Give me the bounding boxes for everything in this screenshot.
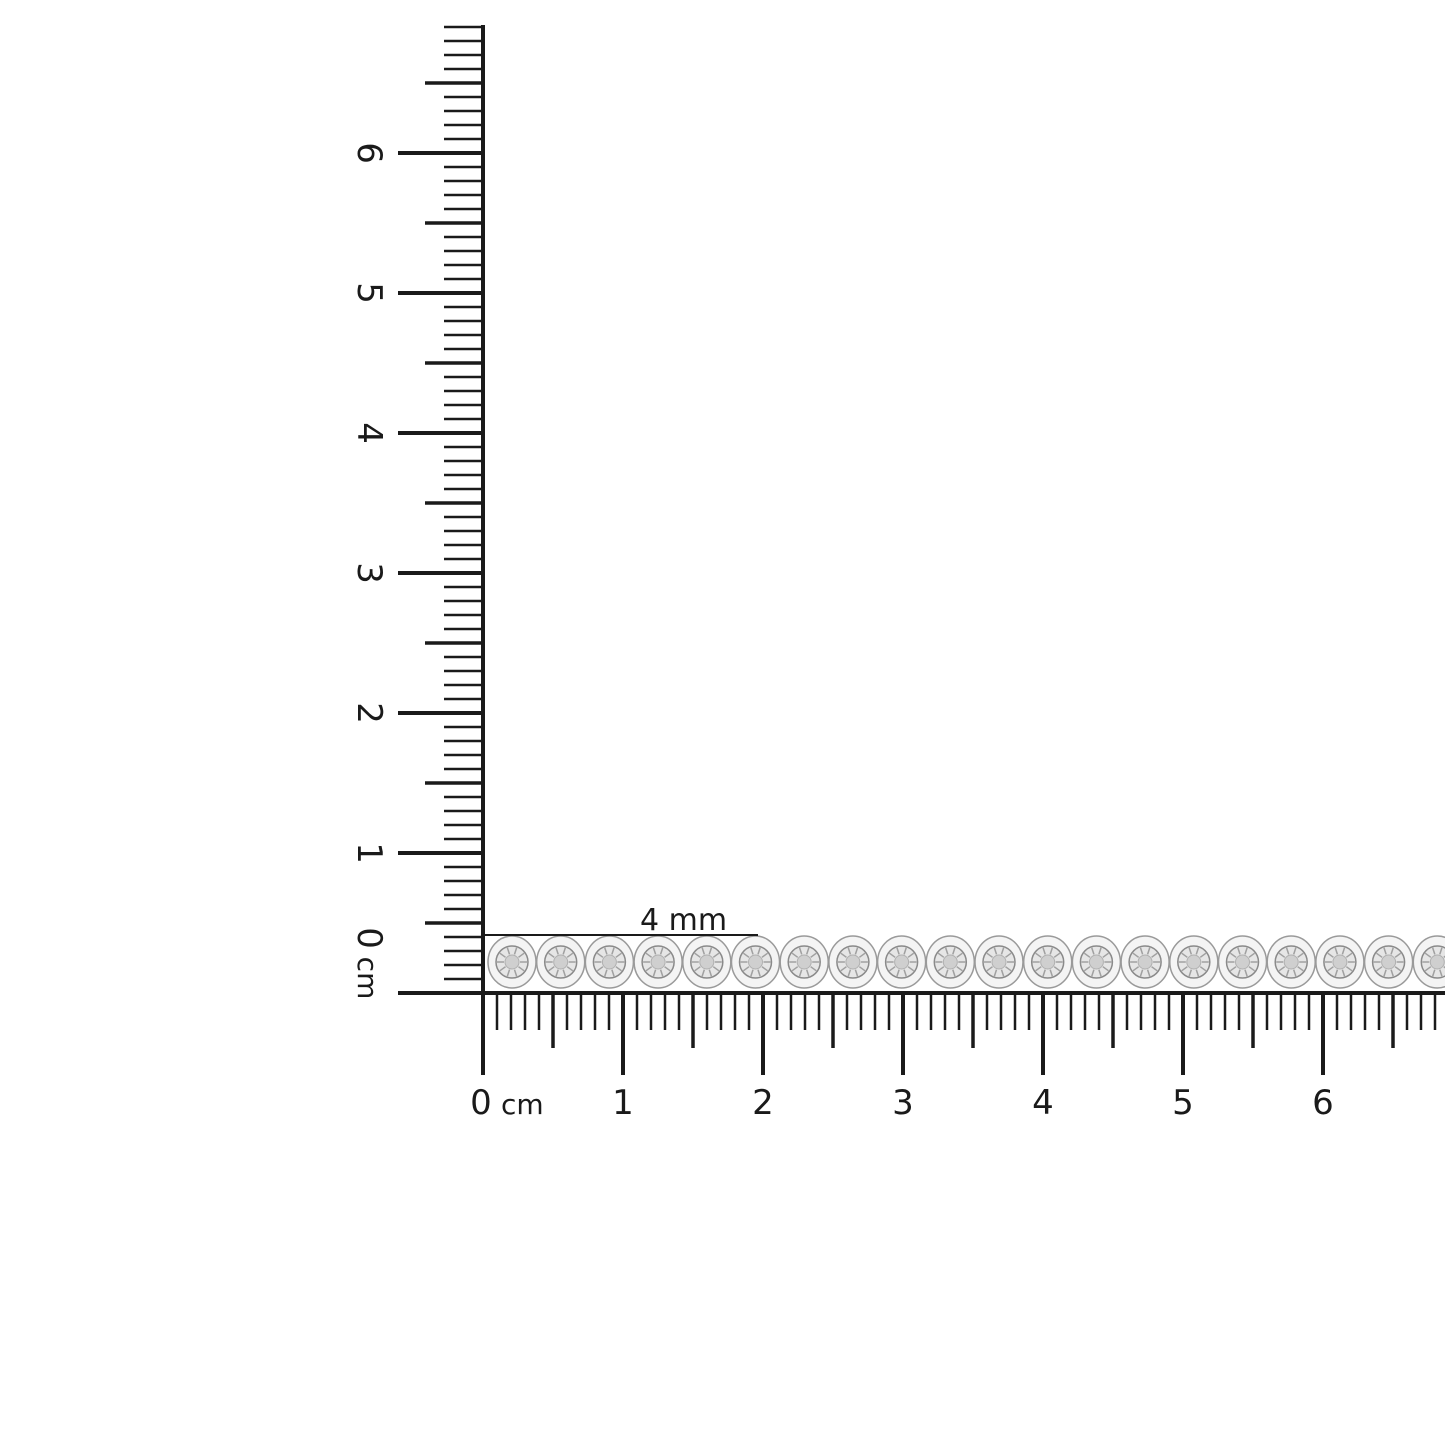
bracelet-stone [1120, 935, 1170, 989]
horizontal-tick-label: 4 [1032, 1083, 1054, 1123]
bracelet-stone [1071, 935, 1122, 989]
vertical-tick-label: 2 [349, 702, 389, 724]
bracelet-stone [1363, 935, 1414, 989]
bracelet-stone [828, 935, 878, 989]
vertical-tick-label: 0 [349, 927, 389, 949]
measurement-label: 4 mm [640, 903, 727, 938]
horizontal-tick-label: 1 [612, 1083, 634, 1123]
horizontal-unit-label: cm [501, 1088, 544, 1121]
bracelet-stone [974, 935, 1024, 989]
bracelet-stone [1315, 935, 1365, 989]
bracelet-image [487, 935, 1445, 989]
vertical-tick-label: 1 [349, 842, 389, 864]
horizontal-tick-label: 5 [1172, 1083, 1194, 1123]
vertical-tick-label: 5 [349, 282, 389, 304]
horizontal-tick-label: 0 [470, 1083, 492, 1123]
vertical-unit-label: cm [351, 957, 384, 1000]
vertical-tick-label: 4 [349, 422, 389, 444]
bracelet-stone [925, 935, 976, 989]
horizontal-tick-label: 2 [752, 1083, 774, 1123]
vertical-ruler [398, 25, 485, 995]
bracelet-stone [1412, 935, 1445, 989]
bracelet-stone [682, 935, 732, 989]
horizontal-ruler [398, 991, 1445, 1075]
bracelet-stone [1169, 935, 1219, 989]
bracelet-stone [1022, 935, 1073, 989]
vertical-tick-label: 3 [349, 562, 389, 584]
bracelet-stone [1217, 935, 1268, 989]
bracelet-stone [487, 935, 537, 989]
bracelet-stone [779, 935, 829, 989]
bracelet-stone [584, 935, 635, 989]
bracelet-stone [1266, 935, 1316, 989]
bracelet-stone [633, 935, 683, 989]
bracelet-stone [535, 935, 586, 989]
vertical-tick-label: 6 [349, 142, 389, 164]
horizontal-tick-label: 6 [1312, 1083, 1334, 1123]
bracelet-stone [730, 935, 781, 989]
bracelet-stone [876, 935, 927, 989]
horizontal-tick-label: 3 [892, 1083, 914, 1123]
